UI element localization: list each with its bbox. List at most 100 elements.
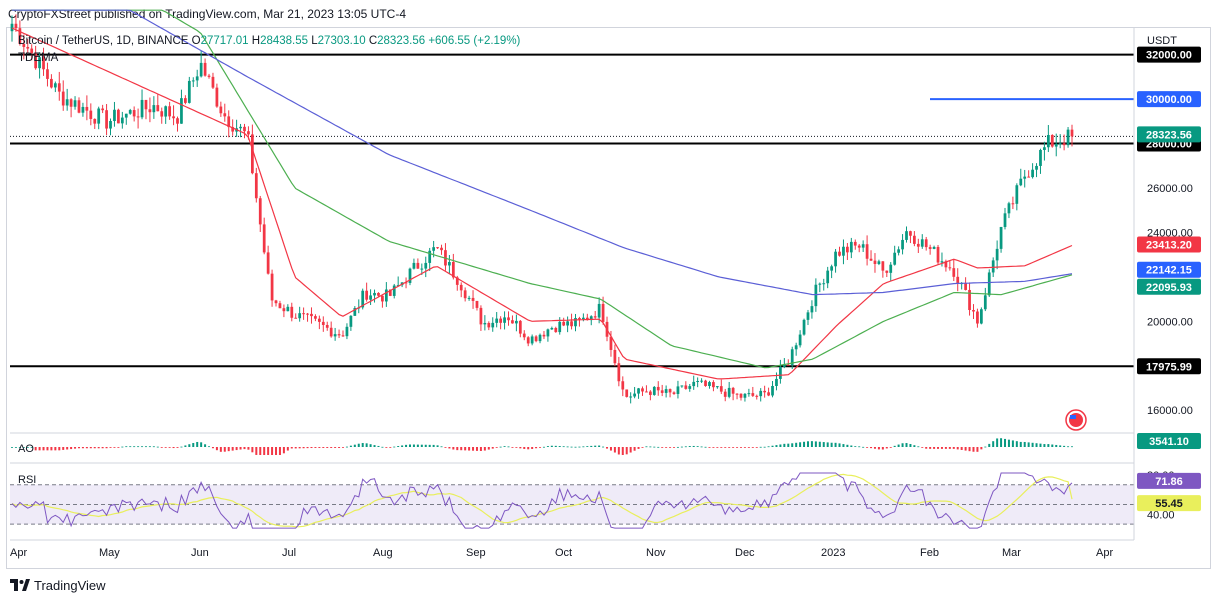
- candle-body: [952, 268, 956, 277]
- ao-bar: [251, 447, 254, 453]
- ao-bar: [215, 447, 218, 451]
- ao-bar: [842, 444, 845, 447]
- open-label: O: [191, 35, 201, 47]
- candle-body: [302, 313, 305, 315]
- candle-body: [846, 246, 849, 253]
- target-badge-label: 30000.00: [1146, 94, 1192, 106]
- candle-body: [885, 270, 889, 273]
- price-badge-2-bg: [1137, 261, 1201, 278]
- ao-bar: [310, 447, 313, 449]
- open-value: 27717.01: [200, 35, 249, 47]
- candle-body: [152, 105, 156, 113]
- ao-bar: [562, 446, 565, 448]
- candle-body: [920, 239, 924, 247]
- ao-bar: [54, 447, 57, 451]
- x-tick-label-0: Apr: [10, 547, 27, 559]
- candle-body: [207, 75, 211, 77]
- x-tick-label-10: Feb: [920, 547, 939, 559]
- candle-body: [948, 267, 952, 269]
- candle-body: [26, 46, 30, 49]
- ao-bar: [444, 447, 447, 448]
- candle-body: [822, 283, 826, 285]
- candle-body: [518, 320, 522, 334]
- candle-body: [46, 69, 49, 79]
- ao-bar: [531, 447, 534, 449]
- ao-bar: [129, 446, 132, 448]
- ao-bar: [125, 446, 128, 448]
- candle-body: [321, 321, 325, 325]
- candle-body: [696, 380, 700, 382]
- candle-body: [499, 318, 502, 323]
- ema-mid-line: [12, 9, 1073, 369]
- candle-body: [1050, 134, 1054, 147]
- ao-bar: [739, 447, 742, 448]
- ao-bar: [1051, 444, 1054, 447]
- ao-bar: [704, 446, 707, 448]
- candle-body: [794, 345, 798, 350]
- candle-body: [495, 318, 499, 323]
- ao-bar: [456, 447, 459, 451]
- candle-body: [432, 247, 436, 251]
- candle-body: [546, 329, 550, 337]
- candle-body: [448, 262, 451, 266]
- ao-bar: [641, 447, 644, 448]
- rsi-label[interactable]: RSI: [18, 474, 37, 486]
- ao-bar: [196, 441, 199, 447]
- candle-body: [704, 380, 707, 386]
- candle-body: [436, 247, 439, 249]
- ao-bar: [318, 447, 321, 448]
- ao-bar: [38, 447, 41, 451]
- tradingview-logo[interactable]: TradingView: [10, 578, 106, 593]
- ao-bar: [806, 441, 809, 447]
- x-tick-label-1: May: [99, 547, 120, 559]
- candle-body: [85, 106, 89, 111]
- ao-bar: [554, 445, 557, 447]
- candle-body: [881, 261, 885, 271]
- candle-body: [306, 313, 309, 315]
- candle-body: [589, 316, 593, 321]
- candle-body: [231, 127, 235, 132]
- ao-bar: [566, 446, 569, 448]
- ao-bar: [929, 447, 932, 449]
- candle-body: [180, 98, 183, 124]
- candle-body: [802, 319, 806, 335]
- candle-body: [712, 382, 715, 388]
- ao-bar: [984, 446, 987, 448]
- ao-bar: [1004, 438, 1007, 447]
- ao-label[interactable]: AO: [18, 443, 34, 455]
- indicator-name[interactable]: TDEMA: [18, 52, 59, 64]
- ao-bar: [523, 447, 526, 449]
- ao-bar: [204, 444, 207, 447]
- candle-body: [451, 262, 455, 278]
- candle-body: [239, 126, 242, 129]
- candle-body: [101, 108, 105, 111]
- symbol-legend[interactable]: Bitcoin / TetherUS, 1D, BINANCE O27717.0…: [18, 35, 520, 47]
- candle-body: [1011, 203, 1015, 205]
- candle-body: [203, 62, 207, 76]
- ao-bar: [109, 447, 112, 448]
- ao-bar: [144, 446, 147, 448]
- ao-bar: [866, 447, 869, 448]
- us-flag-canton: [1070, 415, 1076, 419]
- candle-body: [329, 327, 333, 337]
- candle-body: [18, 28, 22, 44]
- ao-bar: [432, 444, 435, 447]
- ao-bar: [795, 442, 798, 447]
- ao-bar: [905, 443, 908, 447]
- ao-bar: [736, 447, 739, 448]
- ao-bar: [121, 446, 124, 448]
- ao-bar: [271, 447, 274, 455]
- rsi-ma-badge-bg: [1137, 495, 1201, 512]
- ao-bar: [369, 444, 372, 447]
- ao-bar: [219, 447, 222, 452]
- ao-bar: [180, 446, 183, 448]
- candle-body: [53, 83, 57, 88]
- candle-body: [1058, 143, 1062, 145]
- candle-body: [1003, 213, 1007, 227]
- candle-body: [420, 268, 424, 270]
- candle-body: [944, 261, 948, 268]
- ao-bar: [113, 447, 116, 448]
- ao-bar: [42, 447, 45, 451]
- y-tick-label-3: 26000.00: [1147, 183, 1193, 195]
